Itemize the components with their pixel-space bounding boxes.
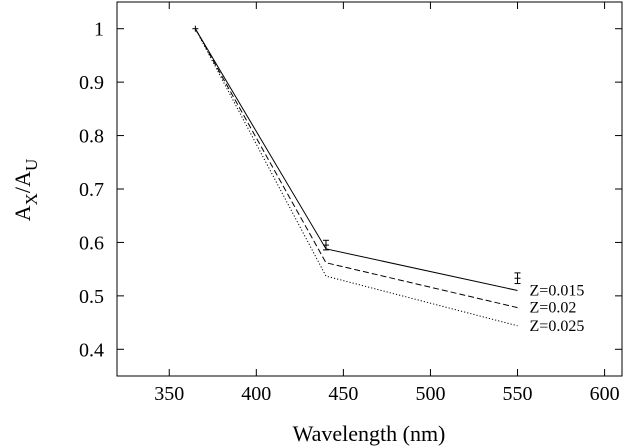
y-tick-label: 0.7 [79,179,104,201]
series-lines [194,28,518,327]
y-axis-title-base-2: A [10,171,35,187]
y-tick-label: 0.6 [79,232,104,254]
tick-marks [117,2,622,376]
series-label: Z=0.015 [530,283,585,300]
y-tick-label: 0.8 [79,126,104,148]
x-tick-label: 400 [241,383,271,405]
y-tick-labels: 0.4 0.5 0.6 0.7 0.8 0.9 1 [79,19,104,362]
x-tick-labels: 350 400 450 500 550 600 [154,383,619,405]
y-tick-label: 0.9 [79,72,104,94]
observed-point [514,272,521,285]
y-tick-label: 0.5 [79,286,104,308]
series-line [194,28,518,327]
x-tick-label: 450 [328,383,358,405]
y-axis-title-sub-u: U [22,159,41,171]
series-label: Z=0.025 [530,318,585,335]
x-tick-label: 350 [154,383,184,405]
series-line [194,28,518,309]
y-axis-title: AX/AU [10,159,41,221]
y-axis-title-base: A [10,205,35,221]
y-tick-label: 0.4 [79,339,104,361]
x-tick-label: 500 [415,383,445,405]
observed-points [192,25,521,285]
y-axis-title-sub-x: X [22,193,41,205]
x-tick-label: 600 [590,383,620,405]
observed-point [192,25,199,32]
y-tick-label: 1 [94,19,104,41]
series-line [194,28,518,292]
x-axis-title: Wavelength (nm) [293,421,446,446]
x-tick-label: 550 [503,383,533,405]
y-axis-title-slash: / [10,186,35,193]
series-label: Z=0.02 [530,300,577,317]
observed-point [322,239,329,251]
